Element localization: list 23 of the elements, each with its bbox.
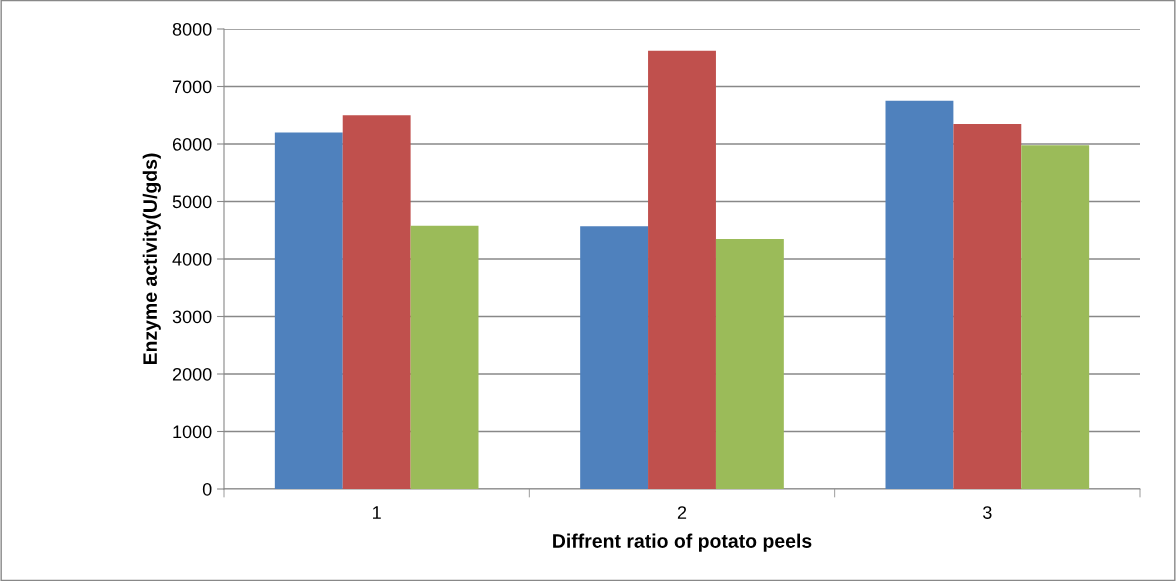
y-tick-label: 8000 <box>172 22 212 36</box>
x-axis-title: Diffrent ratio of potato peels <box>553 533 812 552</box>
y-tick-label: 6000 <box>172 137 212 151</box>
y-axis-title: Enzyme activity(U/gds) <box>142 153 161 365</box>
bar <box>410 225 479 489</box>
bar <box>648 50 716 489</box>
y-tick-label: 1000 <box>173 425 212 439</box>
bar <box>885 100 954 489</box>
y-tick-label: 2000 <box>172 367 212 381</box>
x-tick-label: 2 <box>677 506 687 519</box>
x-tick-label: 1 <box>373 506 381 519</box>
y-tick-label: 7000 <box>172 80 212 94</box>
y-tick-label: 5000 <box>172 195 212 209</box>
bar <box>580 226 649 489</box>
bar <box>1021 145 1090 489</box>
y-tick-label: 0 <box>202 482 212 496</box>
y-tick-label: 4000 <box>172 252 212 266</box>
bar <box>274 132 343 489</box>
x-tick-label: 3 <box>983 506 992 519</box>
bar <box>715 238 784 489</box>
bar <box>953 123 1022 489</box>
y-tick-label: 3000 <box>172 310 212 324</box>
bar <box>342 115 411 489</box>
